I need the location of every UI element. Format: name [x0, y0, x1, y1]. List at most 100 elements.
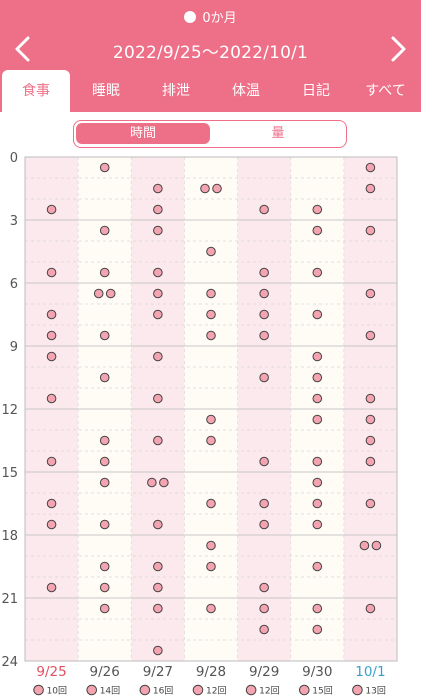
feeding-point[interactable] — [159, 477, 169, 488]
feeding-point[interactable] — [153, 561, 163, 572]
feeding-point[interactable] — [206, 435, 216, 446]
feeding-point[interactable] — [312, 477, 323, 488]
feeding-point[interactable] — [259, 498, 269, 509]
feeding-point[interactable] — [312, 456, 323, 467]
feeding-point[interactable] — [365, 498, 376, 509]
feeding-point[interactable] — [46, 456, 57, 467]
feeding-point[interactable] — [46, 204, 57, 215]
feeding-point[interactable] — [312, 624, 323, 635]
feeding-point[interactable] — [153, 183, 163, 194]
feeding-point[interactable] — [200, 183, 210, 194]
feeding-point[interactable] — [259, 456, 269, 467]
feeding-point[interactable] — [99, 435, 110, 446]
feeding-point[interactable] — [365, 456, 376, 467]
feeding-point[interactable] — [365, 162, 376, 173]
feeding-point[interactable] — [46, 393, 57, 404]
feeding-point[interactable] — [46, 351, 57, 362]
feeding-point[interactable] — [153, 288, 163, 299]
feeding-point[interactable] — [312, 351, 323, 362]
feeding-point[interactable] — [312, 603, 323, 614]
feeding-point[interactable] — [312, 519, 323, 530]
tab-excretion[interactable]: 排泄 — [162, 83, 190, 99]
next-week-button[interactable] — [385, 34, 411, 64]
feeding-point[interactable] — [99, 477, 110, 488]
feeding-point[interactable] — [99, 330, 110, 341]
feeding-point[interactable] — [46, 519, 57, 530]
feeding-point[interactable] — [153, 645, 163, 656]
previous-week-button[interactable] — [10, 34, 36, 64]
time-mode-button[interactable]: 時間 — [76, 123, 210, 144]
feeding-point[interactable] — [153, 267, 163, 278]
feeding-point[interactable] — [99, 372, 110, 383]
feeding-point[interactable] — [99, 603, 110, 614]
feeding-point[interactable] — [153, 309, 163, 320]
amount-mode-button[interactable]: 量 — [271, 126, 285, 141]
feeding-point[interactable] — [99, 582, 110, 593]
feeding-point[interactable] — [259, 204, 269, 215]
feeding-point[interactable] — [153, 393, 163, 404]
feeding-point[interactable] — [365, 225, 376, 236]
tab-diary[interactable]: 日記 — [302, 83, 330, 99]
feeding-point[interactable] — [312, 204, 323, 215]
feeding-point[interactable] — [99, 561, 110, 572]
feeding-point[interactable] — [259, 309, 269, 320]
feeding-point[interactable] — [206, 330, 216, 341]
feeding-point[interactable] — [365, 393, 376, 404]
feeding-point[interactable] — [259, 267, 269, 278]
feeding-point[interactable] — [312, 498, 323, 509]
feeding-point[interactable] — [312, 561, 323, 572]
feeding-point[interactable] — [259, 603, 269, 614]
feeding-point[interactable] — [153, 225, 163, 236]
feeding-point[interactable] — [99, 225, 110, 236]
feeding-point[interactable] — [206, 246, 216, 257]
feeding-point[interactable] — [105, 288, 116, 299]
feeding-point[interactable] — [206, 498, 216, 509]
feeding-point[interactable] — [206, 540, 216, 551]
feeding-point[interactable] — [153, 603, 163, 614]
feeding-point[interactable] — [206, 309, 216, 320]
feeding-point[interactable] — [153, 519, 163, 530]
feeding-point[interactable] — [46, 582, 57, 593]
feeding-point[interactable] — [312, 267, 323, 278]
tab-meal[interactable]: 食事 — [2, 70, 70, 112]
feeding-point[interactable] — [93, 288, 104, 299]
tab-sleep[interactable]: 睡眠 — [92, 83, 120, 99]
feeding-point[interactable] — [259, 372, 269, 383]
feeding-point[interactable] — [46, 309, 57, 320]
feeding-point[interactable] — [371, 540, 382, 551]
feeding-point[interactable] — [206, 561, 216, 572]
baby-age-selector[interactable]: 0か月 — [0, 7, 421, 26]
feeding-point[interactable] — [259, 330, 269, 341]
feeding-point[interactable] — [46, 330, 57, 341]
feeding-point[interactable] — [365, 414, 376, 425]
feeding-point[interactable] — [365, 183, 376, 194]
feeding-point[interactable] — [312, 372, 323, 383]
feeding-point[interactable] — [153, 435, 163, 446]
feeding-point[interactable] — [153, 351, 163, 362]
feeding-point[interactable] — [365, 288, 376, 299]
feeding-point[interactable] — [46, 498, 57, 509]
feeding-point[interactable] — [365, 330, 376, 341]
tab-temperature[interactable]: 体温 — [232, 83, 260, 99]
feeding-point[interactable] — [312, 225, 323, 236]
feeding-point[interactable] — [206, 414, 216, 425]
feeding-point[interactable] — [206, 288, 216, 299]
feeding-point[interactable] — [312, 309, 323, 320]
feeding-point[interactable] — [153, 204, 163, 215]
feeding-point[interactable] — [312, 393, 323, 404]
feeding-point[interactable] — [312, 414, 323, 425]
feeding-point[interactable] — [259, 519, 269, 530]
feeding-point[interactable] — [99, 267, 110, 278]
tab-all[interactable]: すべて — [365, 83, 406, 99]
feeding-point[interactable] — [206, 603, 216, 614]
feeding-point[interactable] — [99, 456, 110, 467]
feeding-point[interactable] — [259, 582, 269, 593]
feeding-point[interactable] — [46, 267, 57, 278]
feeding-point[interactable] — [99, 162, 110, 173]
feeding-point[interactable] — [212, 183, 222, 194]
feeding-point[interactable] — [147, 477, 157, 488]
feeding-point[interactable] — [365, 603, 376, 614]
feeding-point[interactable] — [259, 624, 269, 635]
feeding-point[interactable] — [359, 540, 370, 551]
feeding-point[interactable] — [365, 435, 376, 446]
